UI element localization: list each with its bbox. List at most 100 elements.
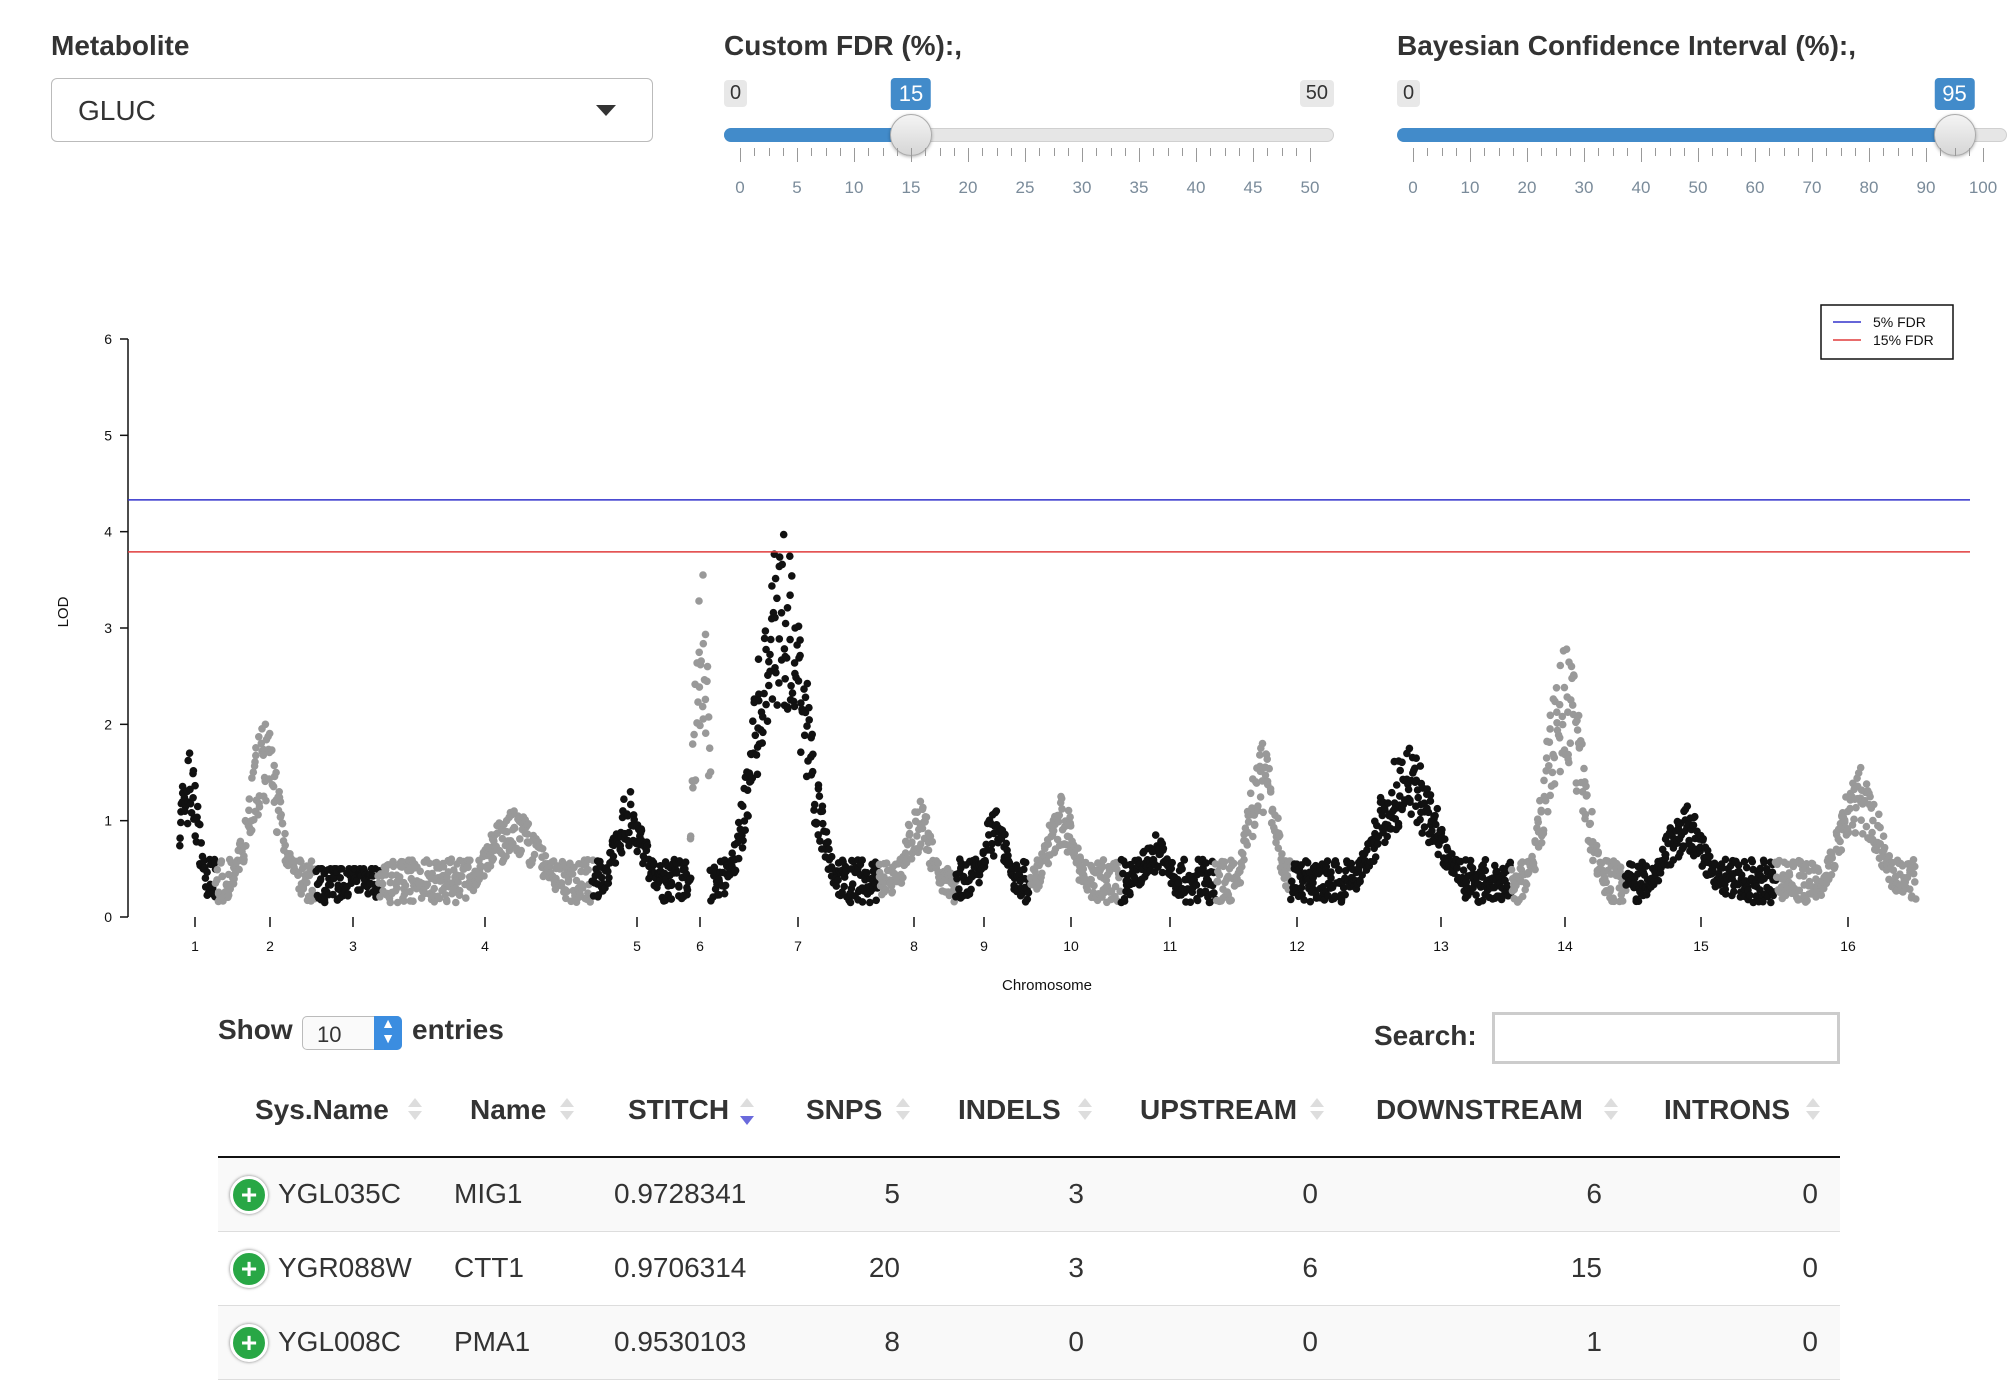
- lod-point: [1388, 788, 1396, 797]
- slider-tick: [825, 148, 827, 156]
- lod-point: [337, 865, 346, 873]
- lod-point: [458, 872, 466, 881]
- lod-point: [758, 713, 767, 721]
- lod-point: [330, 874, 338, 883]
- slider-tick: [896, 148, 898, 156]
- lod-point: [794, 677, 803, 685]
- lod-point: [1064, 806, 1073, 815]
- y-tick-label: 4: [104, 524, 112, 540]
- slider-tick: [868, 148, 870, 156]
- slider-tick: [1025, 148, 1026, 162]
- table-row[interactable]: + YGL035C MIG1 0.9728341 5 3 0 6 0: [218, 1158, 1840, 1232]
- page-length-select[interactable]: 10 ▲ ▼: [302, 1016, 402, 1050]
- lod-point: [616, 841, 625, 850]
- lod-point: [1581, 814, 1589, 823]
- slider-tick: [1512, 148, 1514, 156]
- lod-point: [1560, 683, 1569, 692]
- column-header-snps[interactable]: SNPS: [806, 1094, 883, 1125]
- expand-row-plus-icon[interactable]: +: [230, 1176, 268, 1214]
- lod-point: [1531, 865, 1539, 874]
- lod-point: [1518, 858, 1527, 866]
- expand-row-plus-icon[interactable]: +: [230, 1324, 268, 1362]
- table-row[interactable]: + YGL008C PMA1 0.9530103 8 0 0 1 0: [218, 1306, 1840, 1380]
- slider-tick: [939, 148, 941, 156]
- column-header-stitch[interactable]: STITCH: [628, 1094, 730, 1125]
- column-header-downstream[interactable]: DOWNSTREAM: [1376, 1094, 1583, 1125]
- lod-point: [778, 560, 786, 569]
- lod-point: [1580, 764, 1588, 773]
- page-length-value: 10: [317, 1022, 342, 1047]
- lod-point: [272, 828, 281, 836]
- slider-tick: [1826, 148, 1828, 156]
- lod-point: [1323, 857, 1332, 865]
- lod-point: [838, 888, 846, 896]
- lod-point: [1453, 864, 1461, 872]
- lod-point: [578, 884, 587, 892]
- lod-point: [316, 876, 325, 885]
- lod-point: [1309, 879, 1317, 887]
- lod-point: [177, 818, 185, 827]
- slider-tick: [1167, 148, 1169, 156]
- lod-point: [1125, 888, 1134, 897]
- slider-tick: [1455, 148, 1457, 156]
- slider-tick: [740, 148, 741, 162]
- column-header-sys-name[interactable]: Sys.Name: [255, 1094, 389, 1125]
- lod-point: [416, 867, 425, 876]
- slider-tick-label: 70: [1802, 178, 1822, 197]
- lod-point: [1610, 897, 1618, 906]
- lod-point: [813, 819, 821, 827]
- lod-point: [1236, 879, 1245, 887]
- lod-point: [439, 863, 448, 871]
- lod-point: [1459, 866, 1468, 874]
- lod-point: [259, 751, 268, 759]
- lod-point: [609, 852, 618, 861]
- slider-tick: [1096, 148, 1098, 156]
- expand-row-plus-icon[interactable]: +: [230, 1250, 268, 1288]
- lod-point: [626, 800, 635, 809]
- lod-point: [1416, 815, 1424, 824]
- search-input[interactable]: [1492, 1012, 1840, 1064]
- cell-name: CTT1: [454, 1252, 524, 1283]
- lod-point: [1481, 856, 1490, 864]
- lod-point: [1192, 881, 1201, 889]
- lod-point: [1522, 880, 1531, 889]
- bci-slider[interactable]: 0 95 0 10 20 30 40 50 60 70 80 90 100: [1397, 78, 2007, 200]
- lod-point: [1862, 780, 1871, 788]
- lod-point: [838, 856, 847, 865]
- search-label: Search:: [1374, 1020, 1477, 1051]
- lod-point: [760, 689, 768, 698]
- updown-arrows-icon: ▲ ▼: [374, 1016, 402, 1050]
- lod-point: [1210, 889, 1218, 897]
- column-header-upstream[interactable]: UPSTREAM: [1140, 1094, 1298, 1125]
- lod-point: [1434, 850, 1442, 859]
- lod-point: [866, 898, 874, 907]
- cell-sys-name: YGR088W: [278, 1252, 412, 1283]
- lod-point: [773, 701, 781, 709]
- lod-point: [762, 700, 770, 709]
- lod-point: [761, 627, 770, 635]
- lod-point: [848, 880, 857, 888]
- lod-point: [913, 832, 921, 840]
- column-header-introns[interactable]: INTRONS: [1664, 1094, 1790, 1125]
- column-header-name[interactable]: Name: [470, 1094, 547, 1125]
- lod-point: [538, 845, 547, 853]
- metabolite-select[interactable]: GLUC: [51, 78, 653, 142]
- lod-point: [203, 868, 211, 876]
- lod-point: [269, 782, 278, 791]
- lod-point: [1186, 898, 1195, 906]
- lod-point: [1420, 823, 1429, 831]
- fdr-slider[interactable]: 0 50 15 0 5 10 15 20 25 30 35 40 45 50: [724, 78, 1334, 200]
- lod-point: [809, 750, 817, 759]
- lod-point: [1552, 684, 1561, 692]
- slider-tick: [1683, 148, 1685, 156]
- lod-point: [1911, 862, 1919, 871]
- column-header-indels[interactable]: INDELS: [958, 1094, 1061, 1125]
- x-tick-label: 11: [1163, 938, 1178, 954]
- slider-tick: [1612, 148, 1614, 156]
- slider-tick: [1253, 148, 1254, 162]
- lod-point: [435, 894, 444, 903]
- lod-point: [741, 826, 749, 834]
- lod-point: [667, 881, 676, 889]
- table-row[interactable]: + YGR088W CTT1 0.9706314 20 3 6 15 0: [218, 1232, 1840, 1306]
- slider-tick-label: 30: [1574, 178, 1594, 197]
